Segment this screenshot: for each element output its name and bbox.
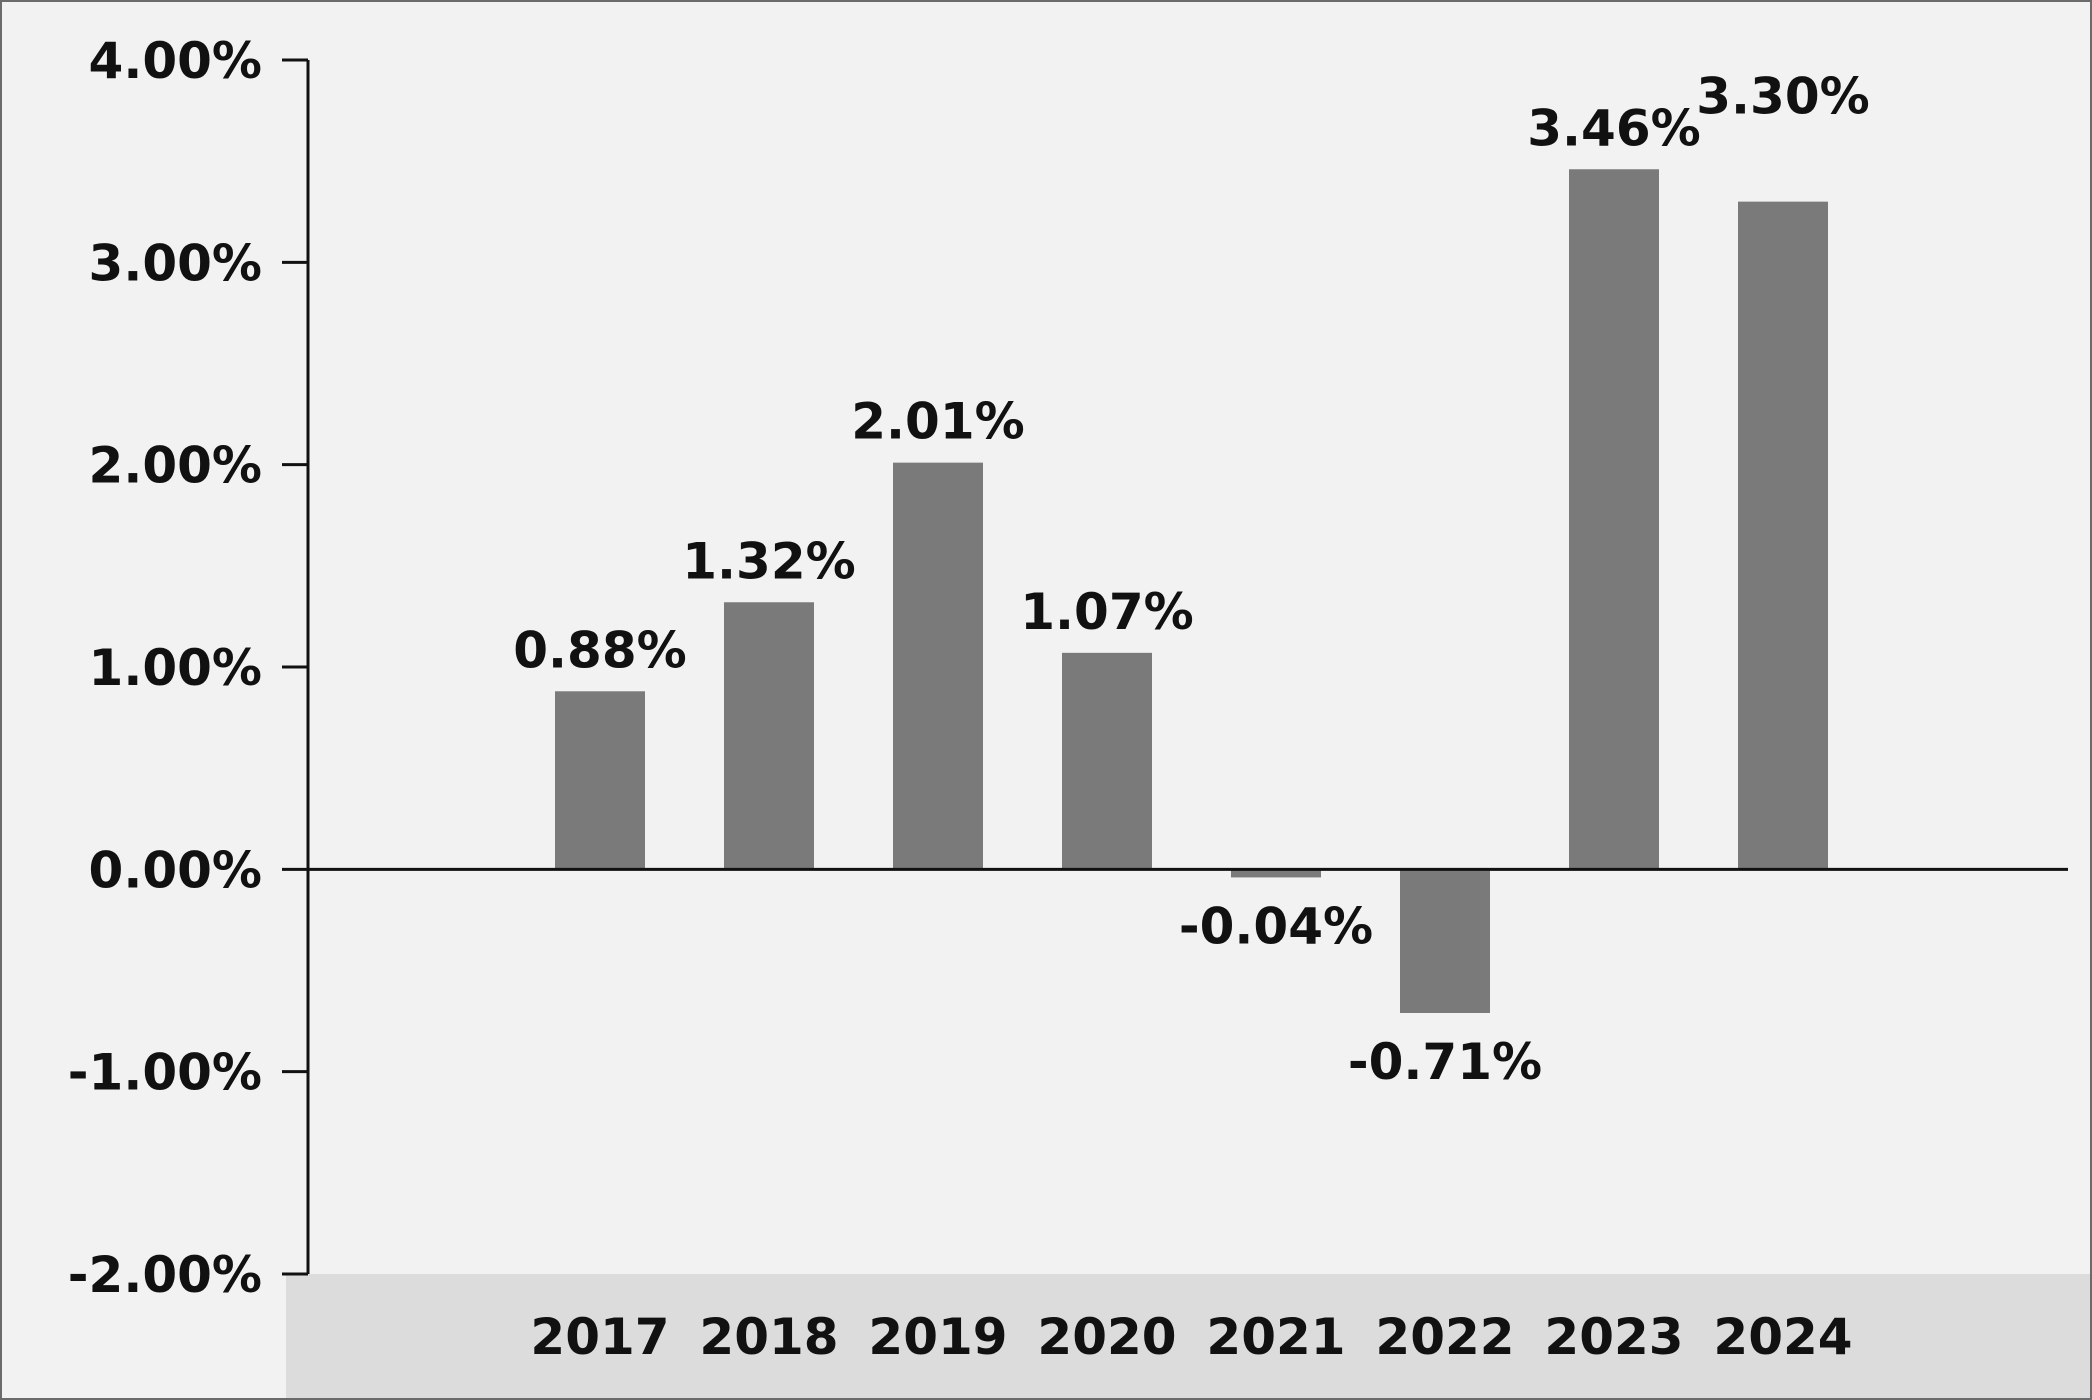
- labels-layer: 0.88% 1.32% 2.01% 1.07% -0.04% -0.71% 3.46%3.3…: [513, 67, 1869, 1366]
- category-label-2020: 2020: [1037, 1308, 1176, 1366]
- y-tick-label: -2.00%: [68, 1246, 262, 1304]
- data-label-2019: 2.01%: [851, 393, 1024, 451]
- bar-2024: [1738, 201, 1828, 870]
- data-label-2022: -0.71%: [1348, 1033, 1542, 1091]
- axis-layer: 4.00% 3.00% 2.00% 1.00% 0.00% -1.00% -2.00%: [68, 32, 2068, 1304]
- bar-2023: [1569, 169, 1659, 870]
- data-label-2017: 0.88%: [513, 621, 686, 679]
- y-tick-label: 2.00%: [89, 437, 262, 495]
- bar-2021: [1231, 869, 1321, 878]
- y-tick-label: 4.00%: [89, 32, 262, 90]
- bar-2018: [724, 602, 814, 870]
- category-label-2023: 2023: [1544, 1308, 1683, 1366]
- bars-layer: [555, 169, 1828, 1013]
- y-tick-label: 3.00%: [89, 234, 262, 292]
- category-band: [286, 1274, 2090, 1398]
- data-label-2024: 3.30%: [1696, 67, 1869, 125]
- bar-2017: [555, 691, 645, 870]
- category-label-2022: 2022: [1375, 1308, 1514, 1366]
- bar-2020: [1062, 652, 1152, 870]
- bar-2022: [1400, 869, 1490, 1013]
- category-label-2021: 2021: [1206, 1308, 1345, 1366]
- category-label-2019: 2019: [868, 1308, 1007, 1366]
- y-tick-label: 0.00%: [89, 841, 262, 899]
- y-tick-label: -1.00%: [68, 1044, 262, 1102]
- bar-2019: [893, 462, 983, 870]
- category-label-2018: 2018: [699, 1308, 838, 1366]
- data-label-2021: -0.04%: [1179, 897, 1373, 955]
- data-label-2020: 1.07%: [1020, 583, 1193, 641]
- category-label-2024: 2024: [1713, 1308, 1852, 1366]
- category-label-2017: 2017: [530, 1308, 669, 1366]
- data-label-2023: 3.46%: [1527, 99, 1700, 157]
- y-tick-label: 1.00%: [89, 639, 262, 697]
- data-label-2018: 1.32%: [682, 532, 855, 590]
